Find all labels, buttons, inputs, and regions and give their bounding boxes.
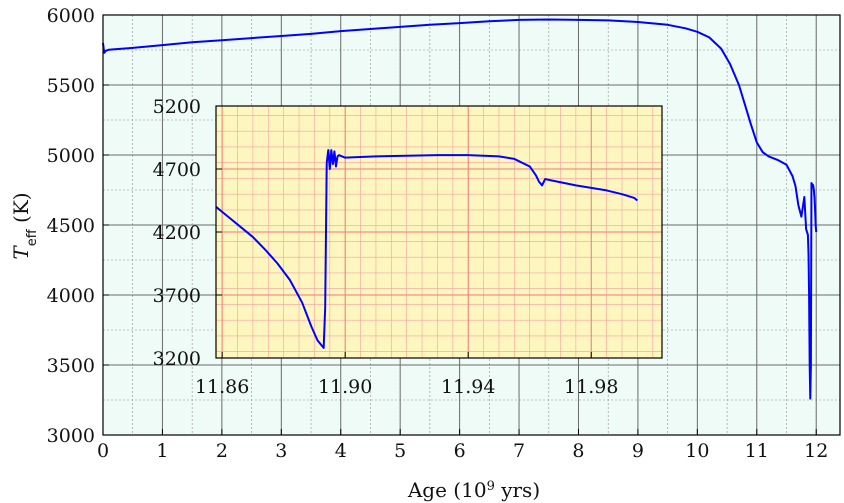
main-series-line-0: [102, 18, 818, 400]
main-y-tick-label: 3500: [47, 355, 95, 377]
main-x-tick-label: 6: [454, 440, 466, 462]
y-axis-label: Teff (K): [9, 192, 40, 259]
inset-y-tick-label: 4200: [153, 222, 201, 244]
inset-x-tick-label: 11.86: [195, 376, 249, 398]
main-y-tick-label: 5000: [47, 145, 95, 167]
main-x-tick-label: 8: [572, 440, 584, 462]
main-tick-labels: 0 1 2 3 4 5 6 7 8 9 10 11 12300035004000450050005500…: [47, 5, 829, 462]
main-y-tick-label: 5500: [47, 75, 95, 97]
inset-y-tick-label: 3200: [153, 348, 201, 370]
main-x-tick-label: 12: [804, 440, 828, 462]
main-x-tick-label: 0: [97, 440, 109, 462]
inset-y-tick-label: 3700: [153, 285, 201, 307]
inset-y-tick-label: 4700: [153, 159, 201, 181]
main-x-tick-label: 2: [216, 440, 228, 462]
main-y-tick-label: 3000: [47, 425, 95, 447]
main-x-tick-label: 4: [335, 440, 347, 462]
inset-series: [215, 149, 639, 349]
inset-x-tick-label: 11.90: [318, 376, 372, 398]
inset-tick-labels: 11.86 11.90 11.94 11.98 3200 3700 4200 4700 5200: [153, 96, 619, 398]
main-x-tick-label: 10: [685, 440, 709, 462]
inset-series-line-0: [215, 149, 639, 349]
main-x-tick-label: 9: [632, 440, 644, 462]
main-y-tick-label: 4000: [47, 285, 95, 307]
main-x-tick-label: 7: [513, 440, 525, 462]
main-ticks: [102, 14, 817, 436]
main-y-tick-label: 6000: [47, 5, 95, 27]
inset-x-tick-label: 11.94: [441, 376, 495, 398]
x-axis-label: Age (109 yrs): [407, 478, 540, 502]
main-x-tick-label: 5: [394, 440, 406, 462]
inset-x-tick-label: 11.98: [564, 376, 618, 398]
main-y-tick-label: 4500: [47, 215, 95, 237]
main-x-tick-label: 3: [275, 440, 287, 462]
main-x-tick-label: 1: [156, 440, 168, 462]
inset-ticks: [216, 105, 592, 359]
main-x-tick-label: 11: [745, 440, 769, 462]
inset-y-tick-label: 5200: [153, 96, 201, 118]
main-series: [102, 18, 818, 400]
